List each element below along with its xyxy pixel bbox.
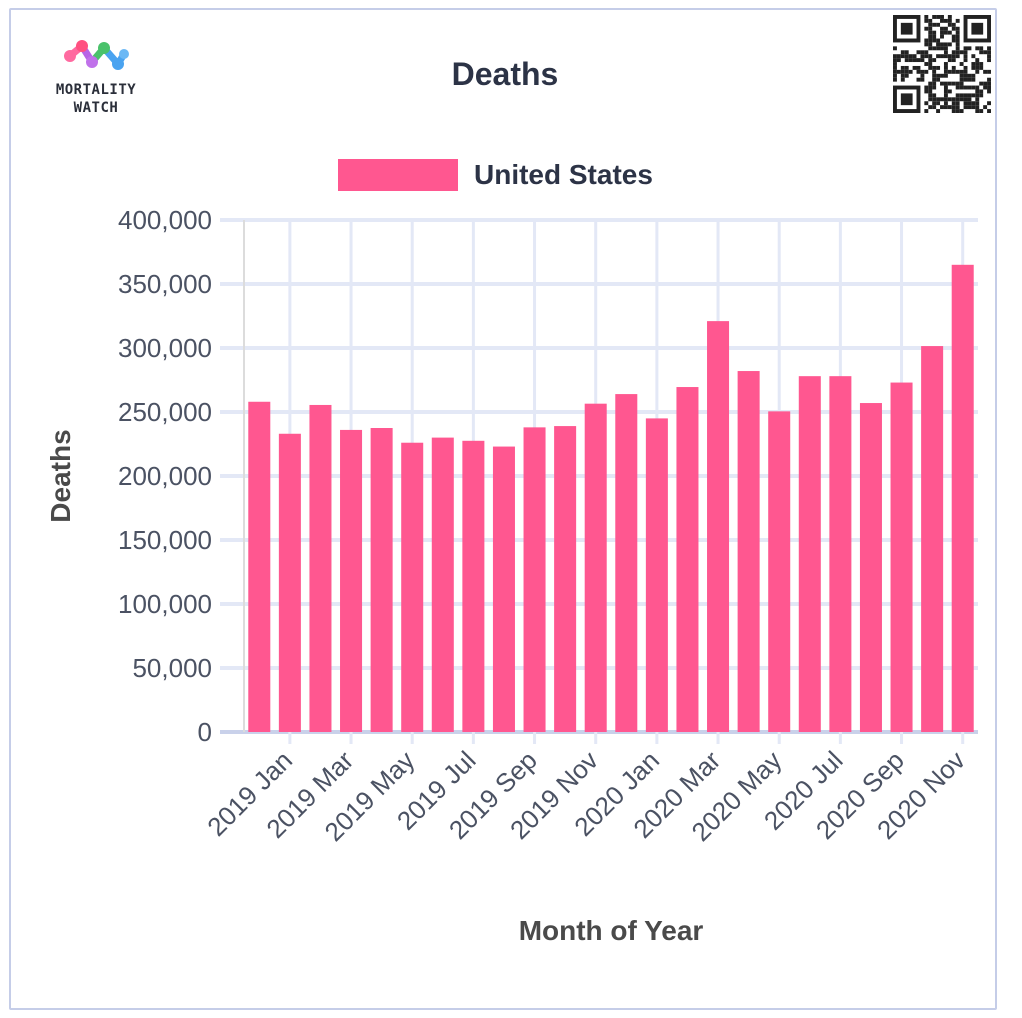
bar-2019-apr[interactable] — [340, 429, 363, 732]
bar-2019-nov[interactable] — [554, 426, 577, 732]
bar-2020-dec[interactable] — [951, 264, 974, 732]
y-tick-label: 250,000 — [118, 397, 212, 427]
bar-2020-jun[interactable] — [768, 411, 791, 732]
bar-2020-aug[interactable] — [829, 376, 852, 732]
bar-2019-may[interactable] — [370, 428, 393, 732]
bar-2019-feb[interactable] — [278, 433, 301, 732]
y-tick-label: 150,000 — [118, 525, 212, 555]
bar-2020-sep[interactable] — [859, 403, 882, 732]
chart-title: Deaths — [451, 56, 559, 92]
bar-2020-nov[interactable] — [921, 346, 944, 732]
bars — [248, 264, 974, 732]
bar-2019-jan[interactable] — [248, 401, 271, 732]
bar-2019-sep[interactable] — [492, 446, 515, 732]
bar-2020-apr[interactable] — [707, 321, 730, 732]
bar-2020-feb[interactable] — [645, 418, 668, 732]
y-tick-label: 400,000 — [118, 205, 212, 235]
legend-label: United States — [474, 159, 653, 190]
legend-swatch — [338, 159, 458, 191]
bar-2020-oct[interactable] — [890, 382, 913, 732]
logo-text-line2: WATCH — [73, 100, 119, 116]
y-tick-label: 100,000 — [118, 589, 212, 619]
bar-2019-jul[interactable] — [431, 437, 454, 732]
y-tick-label: 200,000 — [118, 461, 212, 491]
mortality-watch-logo: MORTALITY WATCH — [38, 38, 154, 120]
bar-2019-dec[interactable] — [584, 403, 607, 732]
y-axis-title: Deaths — [45, 429, 76, 522]
qr-code — [893, 15, 991, 113]
y-tick-label: 0 — [198, 717, 212, 747]
y-tick-label: 50,000 — [132, 653, 212, 683]
y-ticks: 0 50,000 100,000 150,000 200,000 250,000 300,0… — [118, 205, 212, 747]
bar-2020-jan[interactable] — [615, 394, 638, 732]
bar-2020-jul[interactable] — [798, 376, 821, 732]
bar-2020-may[interactable] — [737, 371, 760, 732]
x-axis-title: Month of Year — [519, 915, 704, 946]
bar-2019-aug[interactable] — [462, 440, 485, 732]
bar-2019-oct[interactable] — [523, 427, 546, 732]
bar-2019-mar[interactable] — [309, 404, 332, 732]
logo-text-line1: MORTALITY — [55, 82, 137, 98]
y-tick-label: 350,000 — [118, 269, 212, 299]
bar-2020-mar[interactable] — [676, 387, 699, 732]
logo-icon — [64, 40, 129, 70]
y-tick-label: 300,000 — [118, 333, 212, 363]
bar-2019-jun[interactable] — [401, 442, 424, 732]
legend[interactable]: United States — [338, 158, 653, 192]
